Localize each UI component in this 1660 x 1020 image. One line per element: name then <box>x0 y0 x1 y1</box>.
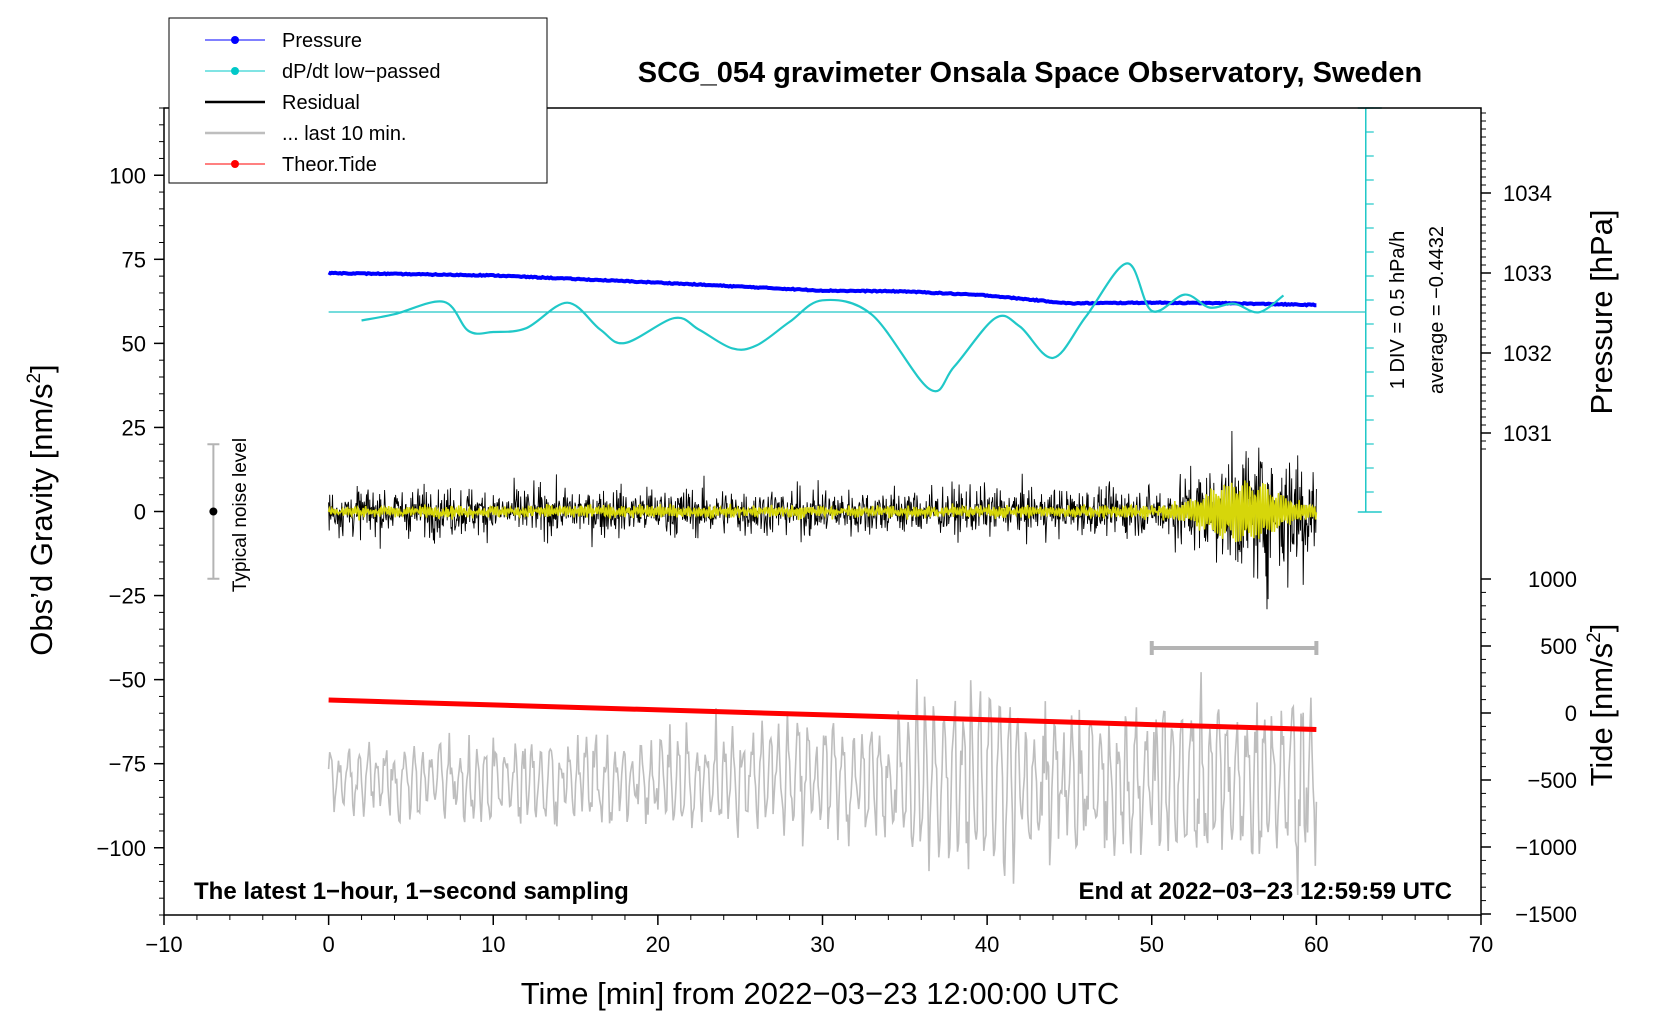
y-axis-tide-label-sup: 2 <box>1584 632 1605 643</box>
dpdt-scale-label: 1 DIV = 0.5 hPa/h <box>1387 231 1409 389</box>
y-tick-label: 100 <box>109 163 146 188</box>
legend-label: ... last 10 min. <box>282 123 407 145</box>
bottom-left-note: The latest 1−hour, 1−second sampling <box>194 878 629 905</box>
noise-level-label: Typical noise level <box>230 438 251 592</box>
x-tick-label: 70 <box>1469 932 1493 957</box>
bottom-right-note: End at 2022−03−23 12:59:59 UTC <box>1078 878 1452 905</box>
legend-label: dP/dt low−passed <box>282 61 440 83</box>
y-axis-tide-label-close: ] <box>1584 624 1619 633</box>
tide-tick-label: −1500 <box>1515 902 1577 927</box>
x-tick-label: 40 <box>975 932 999 957</box>
y-tick-label: 25 <box>122 415 146 440</box>
x-axis-label: Time [min] from 2022−03−23 12:00:00 UTC <box>521 976 1120 1011</box>
tide-tick-label: −500 <box>1527 768 1577 793</box>
y-tick-label: −75 <box>109 752 146 777</box>
y-tick-label: −50 <box>109 668 146 693</box>
x-tick-label: 10 <box>481 932 505 957</box>
x-tick-label: 0 <box>323 932 335 957</box>
y-tick-label: −100 <box>96 836 146 861</box>
dpdt-average-label: average = −0.4432 <box>1426 226 1448 394</box>
y-axis-left-label: Obs’d Gravity [nm/s2] <box>24 364 59 655</box>
tide-tick-label: 500 <box>1540 634 1577 659</box>
legend-box <box>168 17 548 184</box>
legend: Pressure dP/dt low−passed Residual ... last… <box>168 17 548 184</box>
y-axis-tide: 1000 500 0 −500 −1000 −1500 <box>1481 567 1577 927</box>
legend-label: Residual <box>282 92 360 114</box>
legend-swatch-dot <box>231 36 239 44</box>
y-axis-left-label-close: ] <box>24 364 59 373</box>
residual-line <box>328 430 1317 610</box>
y-axis-tide-label: Tide [nm/s2] <box>1584 624 1619 787</box>
pressure-tick-label: 1032 <box>1503 341 1552 366</box>
y-axis-tide-label-main: Tide [nm/s <box>1584 643 1619 787</box>
theoretical-tide-series <box>328 697 1317 733</box>
x-tick-label: 60 <box>1304 932 1328 957</box>
y-axis-pressure: 1034 1033 1032 1031 <box>1481 112 1552 450</box>
tide-tick-label: 1000 <box>1528 567 1577 592</box>
x-tick-label: −10 <box>145 932 182 957</box>
filtered-line <box>327 480 1318 543</box>
y-tick-label: 75 <box>122 247 146 272</box>
residual-series <box>328 430 1317 610</box>
y-axis-pressure-label: Pressure [hPa] <box>1584 209 1619 414</box>
noise-dot <box>209 507 218 516</box>
dpdt-line <box>361 262 1285 393</box>
pressure-series <box>327 270 1317 308</box>
pressure-line <box>327 270 1317 308</box>
chart-title: SCG_054 gravimeter Onsala Space Observat… <box>638 57 1422 89</box>
pressure-tick-label: 1034 <box>1503 181 1552 206</box>
legend-swatch-dot <box>231 160 239 168</box>
annotations <box>207 443 1319 655</box>
last-10-min-line <box>327 672 1318 896</box>
y-axis-left-label-main: Obs’d Gravity [nm/s <box>24 384 59 656</box>
y-axis-left-label-sup: 2 <box>24 373 45 384</box>
legend-label: Theor.Tide <box>282 154 377 176</box>
tide-line <box>328 697 1317 733</box>
x-tick-label: 30 <box>810 932 834 957</box>
pressure-tick-label: 1033 <box>1503 261 1552 286</box>
legend-swatch-dot <box>231 67 239 75</box>
tide-tick-label: −1000 <box>1515 835 1577 860</box>
x-tick-label: 50 <box>1140 932 1164 957</box>
x-tick-label: 20 <box>646 932 670 957</box>
y-tick-label: 50 <box>122 331 146 356</box>
tide-tick-label: 0 <box>1565 701 1577 726</box>
pressure-tick-label: 1031 <box>1503 421 1552 446</box>
y-tick-label: 0 <box>134 500 146 525</box>
last-10-min-series <box>327 672 1318 896</box>
legend-label: Pressure <box>282 30 362 52</box>
y-tick-label: −25 <box>109 584 146 609</box>
x-axis: −10 0 10 20 30 40 50 60 70 <box>145 915 1493 957</box>
filtered-residual-series <box>327 480 1318 543</box>
y-axis-left: 100 75 50 25 0 −25 −50 −75 −100 <box>96 107 164 916</box>
